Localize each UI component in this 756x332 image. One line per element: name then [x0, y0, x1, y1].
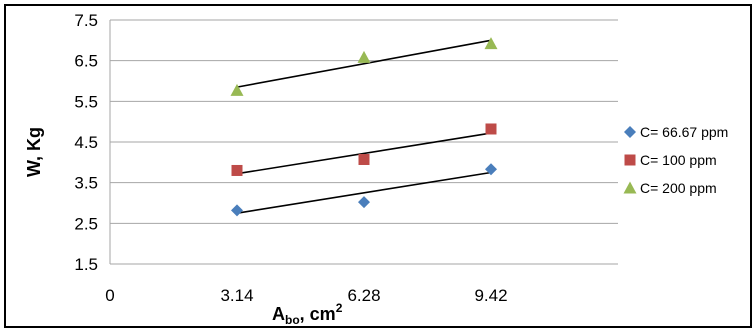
data-point — [485, 163, 497, 176]
data-point — [358, 196, 370, 209]
legend-label: C= 200 ppm — [640, 180, 717, 196]
data-point — [484, 37, 498, 50]
y-tick-label: 2.5 — [74, 214, 98, 233]
trendline — [236, 39, 492, 88]
y-tick-labels: 1.5 2.5 3.5 4.5 5.5 6.5 7.5 — [74, 11, 98, 274]
legend-marker — [623, 181, 637, 194]
y-tick-label: 1.5 — [74, 255, 98, 274]
data-points — [230, 37, 498, 217]
y-tick-label: 5.5 — [74, 92, 98, 111]
x-tick-label: 6.28 — [347, 286, 380, 305]
trendline — [236, 171, 492, 214]
y-tick-label: 4.5 — [74, 133, 98, 152]
legend-label: C= 66.67 ppm — [640, 124, 728, 140]
y-tick-label: 3.5 — [74, 174, 98, 193]
legend: C= 66.67 ppm C= 100 ppm C= 200 ppm — [623, 124, 728, 196]
chart-frame — [4, 4, 752, 328]
x-tick-label: 3.14 — [220, 286, 253, 305]
x-axis-title-main: A — [272, 304, 285, 324]
data-point — [231, 164, 243, 176]
trendline — [236, 132, 492, 175]
x-tick-label: 0 — [105, 286, 114, 305]
data-point — [230, 83, 244, 96]
y-tick-label: 6.5 — [74, 52, 98, 71]
data-point — [358, 153, 370, 165]
x-axis-title-sub: bo — [285, 313, 300, 327]
y-tick-label: 7.5 — [74, 11, 98, 30]
data-point — [231, 204, 243, 217]
x-axis-title-rest: , cm — [300, 304, 336, 324]
data-point — [357, 50, 371, 63]
x-axis-title-sup: 2 — [336, 301, 343, 315]
y-axis-title: W, Kg — [24, 127, 44, 177]
trendlines — [236, 39, 492, 214]
x-tick-label: 9.42 — [474, 286, 507, 305]
legend-label: C= 100 ppm — [640, 152, 717, 168]
legend-marker — [624, 154, 636, 166]
x-tick-labels: 0 3.14 6.28 9.42 — [105, 286, 507, 305]
legend-marker — [624, 126, 636, 138]
data-point — [485, 123, 497, 135]
x-axis-title: Abo, cm2 — [272, 301, 343, 327]
